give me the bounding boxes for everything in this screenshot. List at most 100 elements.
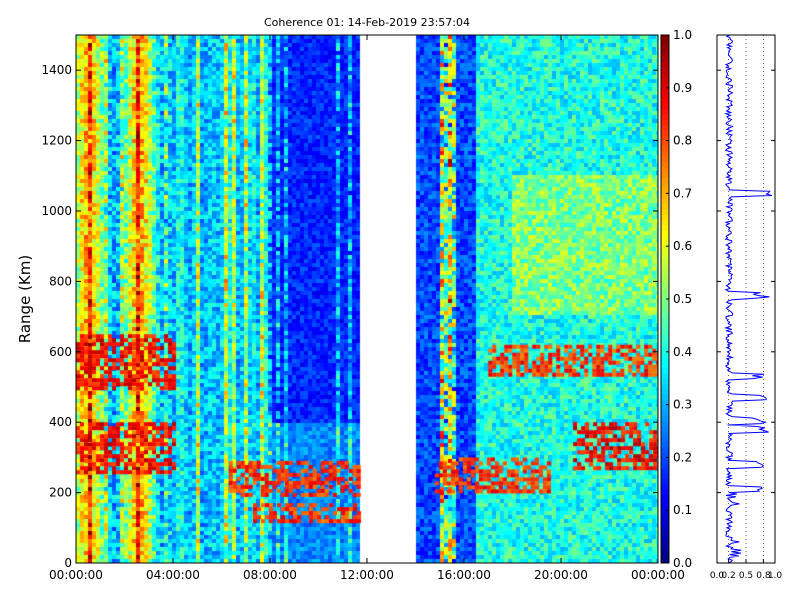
profile-x-tick-label: 0.2 — [721, 571, 735, 581]
colorbar-segment — [661, 145, 669, 152]
colorbar-segment — [661, 225, 669, 231]
y-tick-label: 200 — [49, 486, 72, 500]
colorbar-segment — [661, 404, 669, 411]
profile-x-tick-label: 0.0 — [710, 571, 725, 581]
colorbar-segment — [661, 177, 669, 184]
colorbar-segment — [661, 203, 669, 210]
colorbar-segment — [661, 188, 669, 194]
chart-title: Coherence 01: 14-Feb-2019 23:57:04 — [264, 16, 470, 29]
colorbar — [661, 35, 669, 564]
colorbar-tick-label: 0.0 — [673, 556, 692, 570]
colorbar-segment — [661, 367, 669, 374]
colorbar-tick-label: 0.4 — [673, 345, 692, 359]
colorbar-segment — [661, 267, 669, 274]
colorbar-segment — [661, 45, 669, 52]
y-axis-label: Range (Km) — [16, 255, 34, 343]
colorbar-tick-label: 0.5 — [673, 292, 692, 306]
colorbar-tick-label: 0.9 — [673, 81, 692, 95]
colorbar-segment — [661, 362, 669, 369]
colorbar-segment — [661, 299, 669, 305]
colorbar-segment — [661, 56, 669, 62]
colorbar-segment — [661, 420, 669, 427]
colorbar-segment — [661, 499, 669, 506]
x-axis-ticks: 00:00:00 04:00:00 08:00:00 12:00:00 16:00:00… — [49, 35, 685, 582]
colorbar-segment — [661, 415, 669, 421]
colorbar-tick-label: 1.0 — [673, 28, 692, 42]
colorbar-segment — [661, 277, 669, 284]
x-tick-label: 00:00:00 — [631, 568, 685, 582]
colorbar-segment — [661, 441, 669, 448]
coherence-heatmap — [76, 35, 658, 563]
heatmap-raster — [76, 35, 658, 563]
y-tick-label: 1200 — [41, 134, 72, 148]
colorbar-segment — [661, 161, 669, 168]
colorbar-segment — [661, 167, 669, 173]
colorbar-segment — [661, 82, 669, 89]
colorbar-segment — [661, 378, 669, 384]
colorbar-segment — [661, 66, 669, 73]
colorbar-segment — [661, 309, 669, 316]
colorbar-segment — [661, 504, 669, 511]
colorbar-segment — [661, 489, 669, 495]
x-tick-label: 08:00:00 — [243, 568, 297, 582]
colorbar-tick-label: 0.7 — [673, 186, 692, 200]
colorbar-segment — [661, 230, 669, 237]
colorbar-tick-label: 0.8 — [673, 134, 692, 148]
colorbar-segment — [661, 108, 669, 115]
colorbar-segment — [661, 198, 669, 205]
colorbar-segment — [661, 552, 669, 559]
colorbar-segment — [661, 452, 669, 458]
profile-x-tick-label: 0.5 — [739, 571, 753, 581]
coherence-profile-panel: 0.00.2 0.5 0.81.0 — [710, 34, 782, 581]
colorbar-segment — [661, 262, 669, 268]
colorbar-segment — [661, 394, 669, 400]
colorbar-segment — [661, 77, 669, 84]
colorbar-segment — [661, 119, 669, 126]
y-axis-ticks: 0 200 400 600 800 1000 1200 1400 — [41, 63, 658, 570]
colorbar-segment — [661, 140, 669, 147]
colorbar-segment — [661, 388, 669, 395]
colorbar-segment — [661, 151, 669, 157]
colorbar-segment — [661, 494, 669, 501]
colorbar-segment — [661, 346, 669, 353]
colorbar-segment — [661, 93, 669, 99]
colorbar-segment — [661, 409, 669, 416]
colorbar-segment — [661, 526, 669, 532]
colorbar-segment — [661, 219, 669, 226]
y-tick-label: 0 — [64, 556, 72, 570]
colorbar-segment — [661, 172, 669, 179]
colorbar-segment — [661, 214, 669, 221]
colorbar-segment — [661, 293, 669, 300]
colorbar-segment — [661, 256, 669, 263]
colorbar-tick-label: 0.3 — [673, 398, 692, 412]
colorbar-tick-label: 0.6 — [673, 239, 692, 253]
colorbar-segment — [661, 320, 669, 326]
colorbar-segment — [661, 71, 669, 78]
colorbar-segment — [661, 50, 669, 57]
colorbar-segment — [661, 547, 669, 553]
colorbar-tick-label: 0.2 — [673, 450, 692, 464]
colorbar-segment — [661, 536, 669, 543]
colorbar-segment — [661, 130, 669, 136]
colorbar-segment — [661, 541, 669, 548]
colorbar-ticks: 0.0 0.1 0.2 0.3 0.4 0.5 0.6 0.7 0.8 0.9 1.0 — [666, 28, 692, 570]
colorbar-segment — [661, 209, 669, 216]
colorbar-segment — [661, 351, 669, 358]
colorbar-segment — [661, 87, 669, 94]
colorbar-segment — [661, 557, 669, 564]
colorbar-segment — [661, 431, 669, 437]
colorbar-segment — [661, 240, 669, 247]
colorbar-segment — [661, 156, 669, 163]
colorbar-segment — [661, 531, 669, 538]
colorbar-segment — [661, 335, 669, 342]
colorbar-segment — [661, 425, 669, 432]
colorbar-segment — [661, 341, 669, 348]
x-tick-label: 20:00:00 — [534, 568, 588, 582]
colorbar-segment — [661, 235, 669, 242]
y-tick-label: 1400 — [41, 63, 72, 77]
x-tick-label: 16:00:00 — [437, 568, 491, 582]
profile-x-ticks: 0.00.2 0.5 0.81.0 — [710, 559, 782, 581]
colorbar-segment — [661, 98, 669, 105]
colorbar-segment — [661, 304, 669, 311]
x-tick-label: 00:00:00 — [49, 568, 103, 582]
